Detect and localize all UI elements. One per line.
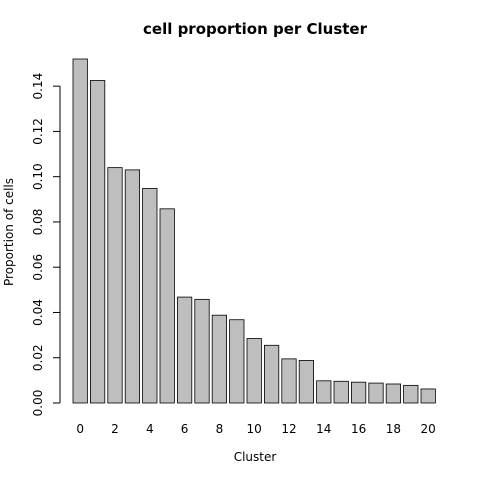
y-tick-label: 0.08	[31, 209, 45, 236]
y-tick-label: 0.02	[31, 344, 45, 371]
bar-cluster-10	[246, 338, 262, 404]
bar-cluster-13	[298, 360, 315, 404]
x-tick-label: 2	[111, 422, 119, 436]
x-tick-label: 16	[351, 422, 366, 436]
y-tick-label: 0.14	[31, 73, 45, 100]
bar-cluster-12	[281, 358, 297, 404]
chart-title: cell proportion per Cluster	[143, 20, 368, 38]
y-tick-label: 0.04	[31, 299, 45, 326]
x-tick-label: 18	[386, 422, 401, 436]
y-tick-label: 0.10	[31, 163, 45, 190]
x-axis-label: Cluster	[234, 450, 277, 464]
bar-cluster-18	[385, 383, 402, 404]
y-axis-label: Proportion of cells	[2, 178, 16, 286]
x-tick-label: 8	[216, 422, 224, 436]
bar-cluster-5	[159, 208, 175, 404]
y-tick-label: 0.06	[31, 254, 45, 281]
bar-cluster-17	[368, 382, 384, 404]
bar-cluster-8	[211, 314, 227, 404]
y-tick-label: 0.00	[31, 390, 45, 417]
bar-cluster-14	[316, 380, 332, 404]
x-tick-label: 0	[76, 422, 84, 436]
bars-group	[72, 58, 436, 404]
bar-cluster-3	[124, 169, 140, 404]
x-tick-label: 4	[146, 422, 154, 436]
bar-cluster-0	[72, 58, 88, 404]
y-axis: 0.00 0.02 0.04 0.06 0.08 0.10 0.12 0.14	[31, 73, 61, 417]
bar-cluster-16	[350, 381, 367, 404]
bar-cluster-9	[229, 319, 245, 404]
x-tick-label: 20	[421, 422, 436, 436]
bar-cluster-1	[90, 80, 106, 404]
bar-cluster-15	[333, 380, 349, 404]
x-tick-label: 14	[316, 422, 331, 436]
bar-cluster-4	[142, 188, 158, 404]
bar-cluster-19	[403, 384, 419, 404]
bar-cluster-7	[194, 298, 210, 404]
x-tick-label: 6	[181, 422, 189, 436]
x-tick-label: 10	[247, 422, 262, 436]
bar-cluster-2	[107, 167, 123, 404]
x-axis: 0 2 4 6 8 10 12 14 16 18 20	[76, 422, 435, 436]
bar-cluster-6	[176, 296, 193, 404]
bar-cluster-20	[420, 388, 436, 404]
x-tick-label: 12	[281, 422, 296, 436]
bar-cluster-11	[263, 344, 280, 404]
y-tick-label: 0.12	[31, 118, 45, 145]
